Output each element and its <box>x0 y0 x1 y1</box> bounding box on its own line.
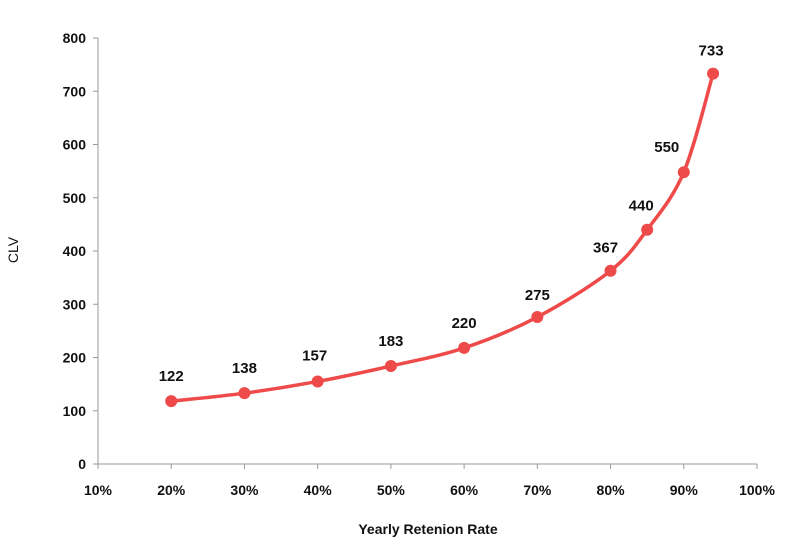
data-label: 550 <box>654 139 679 156</box>
y-axis-ticks: 0 100 200 300 400 500 600 700 800 <box>63 30 98 472</box>
data-labels: 122 138 157 183 220 275 367 440 550 733 <box>159 43 724 385</box>
data-point <box>311 375 324 388</box>
x-tick-label: 50% <box>377 482 406 498</box>
x-tick-label: 70% <box>523 482 552 498</box>
x-tick-label: 40% <box>304 482 333 498</box>
data-label: 367 <box>593 240 618 257</box>
data-label: 440 <box>629 198 654 215</box>
data-label: 220 <box>452 315 477 332</box>
data-point <box>604 264 617 277</box>
data-label: 157 <box>302 347 327 364</box>
x-axis-ticks: 10% 20% 30% 40% 50% 60% 70% 80% 90% 100% <box>84 464 775 498</box>
y-tick-label: 700 <box>63 83 87 99</box>
data-point <box>238 387 251 400</box>
x-tick-label: 100% <box>739 482 775 498</box>
x-tick-label: 90% <box>670 482 699 498</box>
x-tick-label: 10% <box>84 482 113 498</box>
y-tick-label: 600 <box>63 137 87 153</box>
data-point <box>384 360 397 373</box>
data-point <box>531 311 544 324</box>
y-tick-label: 800 <box>63 30 87 46</box>
y-tick-label: 400 <box>63 243 87 259</box>
x-axis-title: Yearly Retenion Rate <box>358 521 497 537</box>
data-point <box>707 67 720 80</box>
x-tick-label: 30% <box>230 482 259 498</box>
data-label: 138 <box>232 360 257 377</box>
x-tick-label: 20% <box>157 482 186 498</box>
data-points <box>165 67 720 408</box>
y-axis-title: CLV <box>5 236 21 263</box>
x-tick-label: 80% <box>597 482 626 498</box>
y-tick-label: 100 <box>63 403 87 419</box>
data-point <box>458 341 471 354</box>
data-label: 733 <box>699 43 724 60</box>
y-tick-label: 300 <box>63 296 87 312</box>
y-tick-label: 200 <box>63 350 87 366</box>
data-label: 275 <box>525 287 550 304</box>
data-label: 183 <box>378 333 403 350</box>
data-point <box>641 223 654 236</box>
data-point <box>677 166 690 179</box>
clv-series-line <box>169 71 715 403</box>
x-tick-label: 60% <box>450 482 479 498</box>
data-point <box>165 395 178 408</box>
y-tick-label: 0 <box>78 456 86 472</box>
y-tick-label: 500 <box>63 190 87 206</box>
data-label: 122 <box>159 368 184 385</box>
